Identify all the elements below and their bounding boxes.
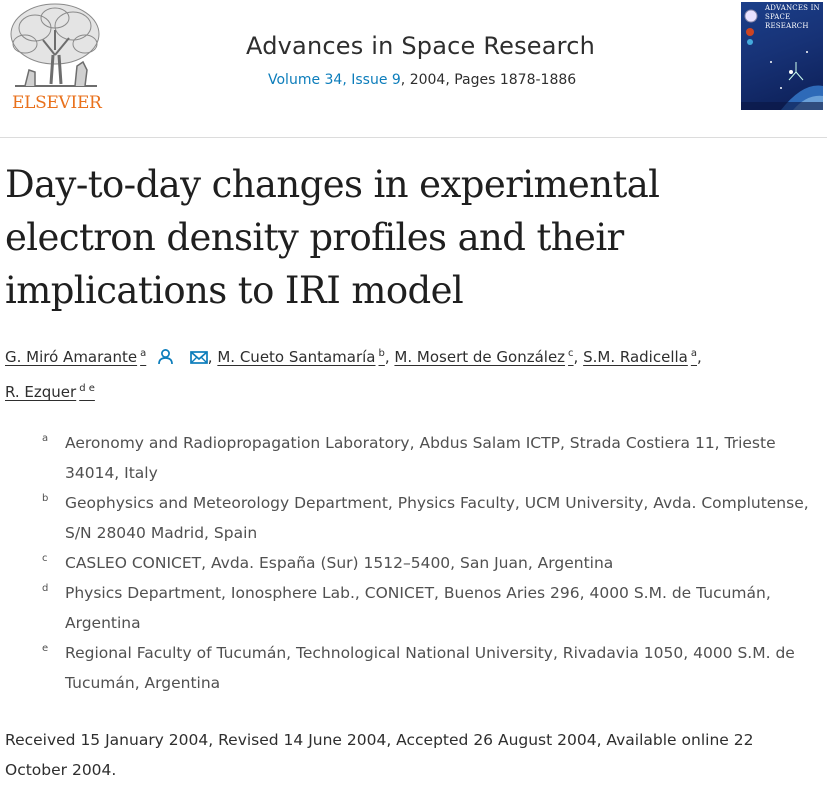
author-link[interactable]: M. Mosert de González c — [394, 348, 574, 366]
affiliation-text: CASLEO CONICET, Avda. España (Sur) 1512–… — [65, 554, 614, 572]
author-separator: , — [697, 348, 702, 366]
affiliation-item: a Aeronomy and Radiopropagation Laborator… — [40, 428, 825, 488]
affiliation-text: Geophysics and Meteorology Department, P… — [65, 494, 809, 542]
publisher-name: ELSEVIER — [12, 93, 102, 113]
cover-title: ADVANCES IN SPACE RESEARCH — [765, 4, 820, 30]
affiliation-mark: b — [42, 493, 49, 504]
person-icon[interactable] — [157, 348, 174, 365]
affiliation-item: c CASLEO CONICET, Avda. España (Sur) 1512… — [40, 548, 825, 578]
author-separator: , — [207, 348, 213, 366]
journal-issue-info: Volume 34, Issue 9, 2004, Pages 1878-188… — [268, 72, 576, 88]
affiliation-list: a Aeronomy and Radiopropagation Laborator… — [40, 428, 825, 698]
year-pages: , 2004, Pages 1878-1886 — [400, 72, 577, 88]
elsevier-tree-logo[interactable]: ELSEVIER — [5, 0, 105, 113]
affiliation-mark: d — [42, 583, 49, 594]
affiliation-mark: e — [42, 643, 49, 654]
journal-header: ELSEVIER Advances in Space Research Volu… — [0, 0, 827, 138]
affiliation-text: Physics Department, Ionosphere Lab., CON… — [65, 584, 771, 632]
author-link[interactable]: M. Cueto Santamaría b — [217, 348, 385, 366]
author-link[interactable]: R. Ezquer d e — [5, 383, 95, 401]
article-title: Day-to-day changes in experimental elect… — [5, 163, 660, 312]
envelope-icon[interactable] — [189, 350, 208, 365]
author-link[interactable]: S.M. Radicella a — [583, 348, 697, 366]
affiliation-item: b Geophysics and Meteorology Department, … — [40, 488, 825, 548]
affiliation-text: Aeronomy and Radiopropagation Laboratory… — [65, 434, 776, 482]
author-list: G. Miró Amarante a , M. Cueto Santamaría b… — [5, 338, 820, 408]
journal-title[interactable]: Advances in Space Research — [246, 32, 596, 60]
author-separator: , — [384, 348, 390, 366]
affiliation-mark: c — [42, 553, 48, 564]
affiliation-text: Regional Faculty of Tucumán, Technologic… — [65, 644, 795, 692]
article-history: Received 15 January 2004, Revised 14 Jun… — [5, 731, 754, 779]
journal-cover-image[interactable]: ADVANCES IN SPACE RESEARCH — [741, 2, 823, 110]
affiliation-item: d Physics Department, Ionosphere Lab., CO… — [40, 578, 825, 638]
author-link[interactable]: G. Miró Amarante a — [5, 348, 147, 366]
author-separator: , — [573, 348, 579, 366]
volume-issue-link[interactable]: Volume 34, Issue 9 — [268, 72, 401, 88]
affiliation-mark: a — [42, 433, 49, 444]
affiliation-item: e Regional Faculty of Tucumán, Technologi… — [40, 638, 825, 698]
